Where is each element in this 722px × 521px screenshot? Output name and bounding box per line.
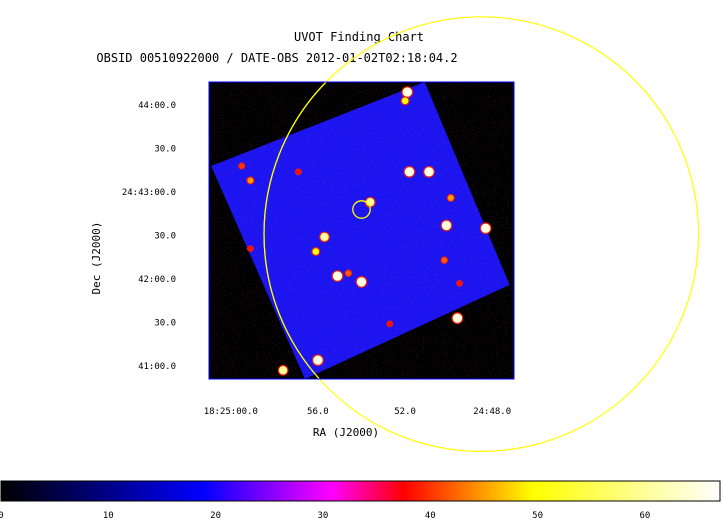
source-point — [345, 270, 351, 276]
chart-title: UVOT Finding Chart — [294, 30, 424, 44]
source-point — [239, 163, 245, 169]
y-tick-label: 41:00.0 — [138, 362, 176, 372]
target-circle — [352, 200, 371, 219]
x-axis-label: RA (J2000) — [313, 426, 379, 439]
x-tick-label: 18:25:00.0 — [204, 407, 258, 417]
source-point — [247, 177, 254, 184]
source-point — [278, 366, 288, 375]
x-tick-label: 56.0 — [307, 407, 329, 417]
source-point — [452, 313, 463, 323]
y-tick-label: 30.0 — [154, 232, 176, 242]
source-point — [424, 167, 434, 177]
source-point — [296, 169, 301, 174]
y-tick-label: 24:43:00.0 — [122, 188, 176, 198]
colorbar — [0, 480, 721, 502]
error-circle-outside — [263, 16, 700, 453]
source-point — [404, 167, 415, 177]
source-point — [387, 321, 392, 327]
x-tick-label: 24:48.0 — [473, 407, 511, 417]
source-point — [313, 355, 323, 365]
image-frame — [208, 81, 515, 380]
source-point — [402, 87, 412, 97]
x-tick-labels: 18:25:00.0 56.0 52.0 24:48.0 — [204, 407, 511, 417]
source-point — [356, 277, 367, 287]
colorbar-tick-label: 10 — [103, 511, 114, 521]
source-point — [447, 195, 454, 201]
y-tick-labels: 44:00.0 30.0 24:43:00.0 30.0 42:00.0 30.0 41:0… — [122, 101, 176, 372]
source-point — [441, 220, 452, 231]
y-tick-label: 30.0 — [154, 145, 176, 155]
source-point — [312, 248, 320, 255]
exposure-noise — [211, 82, 510, 379]
y-tick-label: 42:00.0 — [138, 275, 176, 285]
source-point — [401, 97, 409, 105]
colorbar-tick-label: 50 — [532, 511, 543, 521]
source-point — [332, 271, 343, 281]
colorbar-tick-label: 30 — [317, 511, 328, 521]
colorbar-tick-label: 60 — [639, 511, 650, 521]
y-tick-label: 30.0 — [154, 319, 176, 329]
colorbar-tick-label: 0 — [0, 511, 4, 521]
source-point — [248, 246, 253, 251]
y-tick-label: 44:00.0 — [138, 101, 176, 111]
colorbar-ticks: 0 10 20 30 40 50 60 — [0, 511, 650, 521]
source-point — [457, 281, 462, 286]
source-point — [441, 257, 447, 263]
chart-subtitle: OBSID 00510922000 / DATE-OBS 2012-01-02T… — [96, 51, 457, 65]
source-point — [320, 232, 329, 242]
x-tick-label: 52.0 — [394, 407, 416, 417]
source-layer — [238, 86, 492, 376]
source-point — [481, 223, 491, 233]
colorbar-tick-label: 40 — [425, 511, 436, 521]
y-axis-label: Dec (J2000) — [90, 222, 103, 295]
colorbar-tick-label: 20 — [210, 511, 221, 521]
